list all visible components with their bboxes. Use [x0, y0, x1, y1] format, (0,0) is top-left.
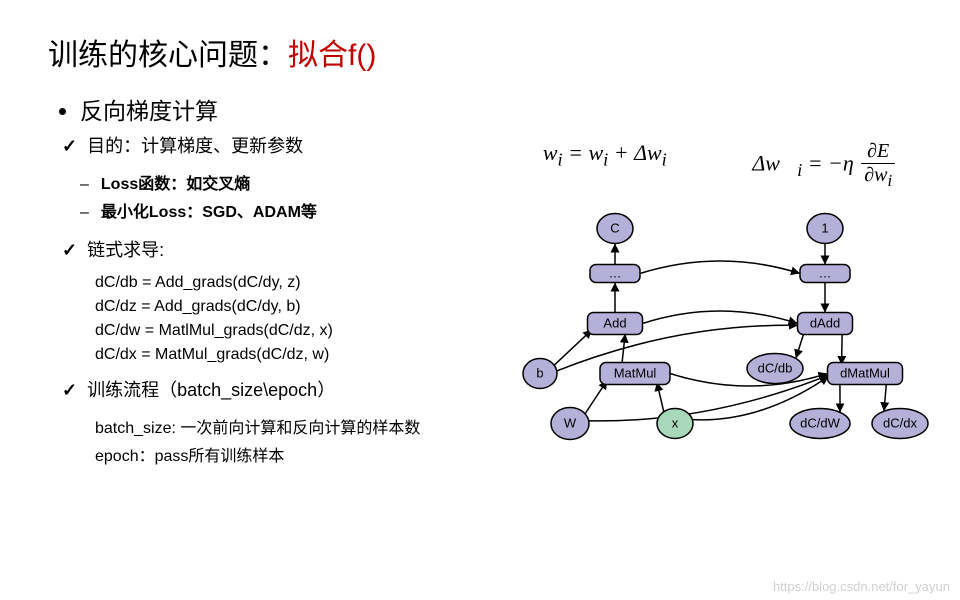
- svg-text:x: x: [672, 416, 679, 431]
- svg-text:dMatMul: dMatMul: [840, 366, 890, 381]
- title-em: 拟合f(): [288, 39, 376, 72]
- equation-2: Δw⃗i = −η ∂E∂wi: [752, 140, 897, 191]
- equation-1: wi = wi + Δwi: [543, 140, 667, 191]
- svg-text:dAdd: dAdd: [810, 316, 840, 331]
- svg-text:1: 1: [821, 221, 828, 236]
- bullet-level-1: 反向梯度计算: [80, 92, 920, 126]
- svg-text:C: C: [610, 221, 619, 236]
- svg-text:W: W: [564, 416, 577, 431]
- svg-text:dC/db: dC/db: [758, 361, 793, 376]
- svg-text:dC/dx: dC/dx: [883, 416, 917, 431]
- b1-item: 反向梯度计算: [80, 92, 920, 126]
- svg-text:MatMul: MatMul: [614, 366, 657, 381]
- backprop-diagram: C 1 … … Add dAdd b MatMul dC/db dMatMul Wx dC/dW dC/…: [500, 201, 930, 451]
- svg-text:…: …: [819, 266, 832, 281]
- title-main: 训练的核心问题：: [48, 39, 288, 72]
- svg-text:…: …: [609, 266, 622, 281]
- svg-text:Add: Add: [603, 316, 626, 331]
- watermark: https://blog.csdn.net/for_yayun: [773, 579, 950, 594]
- slide-title: 训练的核心问题：拟合f(): [48, 30, 920, 74]
- svg-text:b: b: [536, 366, 543, 381]
- equation-row: wi = wi + Δwi Δw⃗i = −η ∂E∂wi: [500, 140, 940, 191]
- right-panel: wi = wi + Δwi Δw⃗i = −η ∂E∂wi C 1 … … Add dAd…: [500, 140, 940, 456]
- svg-text:dC/dW: dC/dW: [800, 416, 840, 431]
